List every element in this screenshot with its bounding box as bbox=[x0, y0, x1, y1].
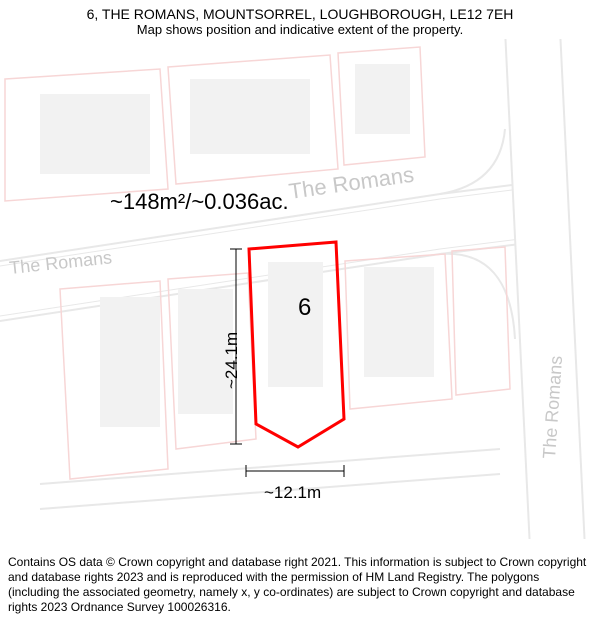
page-subtitle: Map shows position and indicative extent… bbox=[10, 22, 590, 37]
plot-number: 6 bbox=[298, 294, 311, 322]
footer-copyright: Contains OS data © Crown copyright and d… bbox=[0, 549, 600, 625]
svg-text:The Romans: The Romans bbox=[287, 162, 415, 204]
height-dimension-label: ~24.1m bbox=[222, 332, 242, 389]
header: 6, THE ROMANS, MOUNTSORREL, LOUGHBOROUGH… bbox=[0, 0, 600, 39]
area-label: ~148m²/~0.036ac. bbox=[110, 189, 289, 215]
map-svg: The RomansThe RomansThe Romans bbox=[0, 39, 600, 539]
page-title: 6, THE ROMANS, MOUNTSORREL, LOUGHBOROUGH… bbox=[10, 6, 590, 22]
map: The RomansThe RomansThe Romans ~148m²/~0… bbox=[0, 39, 600, 539]
width-dimension-label: ~12.1m bbox=[264, 483, 321, 503]
